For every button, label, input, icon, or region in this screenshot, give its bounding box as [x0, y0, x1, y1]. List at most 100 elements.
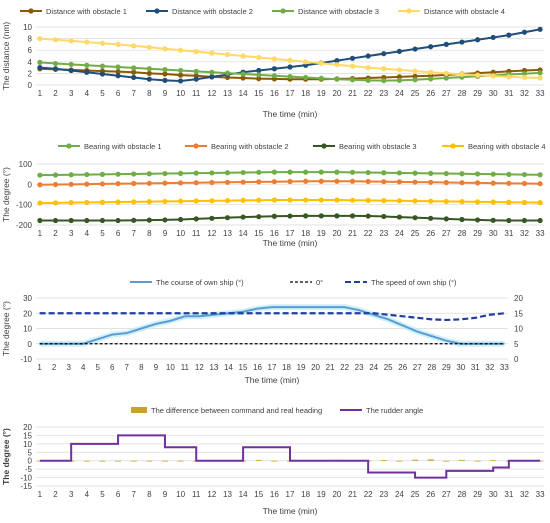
data-point: [334, 62, 340, 68]
x-tick-label: 8: [139, 363, 144, 372]
x-tick-label: 2: [53, 229, 58, 238]
data-point: [396, 198, 403, 204]
difference-bar: [130, 460, 137, 462]
legend-swatch: [131, 407, 147, 413]
x-tick-label: 22: [364, 490, 373, 499]
legend-marker: [450, 143, 456, 149]
data-point: [537, 75, 543, 81]
data-point: [287, 57, 293, 63]
data-point: [506, 217, 512, 224]
data-point: [349, 63, 356, 69]
x-tick-label: 26: [426, 229, 435, 238]
x-tick-label: 29: [473, 229, 482, 238]
data-point: [365, 178, 371, 185]
x-tick-label: 5: [100, 89, 105, 98]
data-point: [381, 213, 387, 220]
x-tick-label: 12: [207, 89, 216, 98]
x-tick-label: 4: [85, 490, 90, 499]
data-point: [318, 60, 324, 66]
difference-bar: [412, 459, 419, 461]
data-point: [209, 74, 215, 80]
x-tick-label: 10: [176, 89, 185, 98]
data-point: [256, 76, 262, 82]
data-point: [193, 49, 199, 55]
legend-label: The rudder angle: [366, 406, 423, 415]
x-tick-label: 33: [500, 363, 509, 372]
data-point: [84, 199, 90, 206]
x-tick-label: 15: [254, 229, 263, 238]
data-point: [177, 72, 184, 78]
series-line-2: [39, 434, 541, 479]
data-point: [146, 199, 152, 205]
data-point: [334, 58, 340, 64]
data-point: [52, 172, 59, 178]
data-point: [162, 67, 168, 73]
x-tick-label: 27: [442, 89, 451, 98]
data-point: [131, 74, 137, 81]
data-point: [490, 199, 496, 205]
data-point: [84, 217, 90, 224]
x-tick-label: 1: [38, 229, 43, 238]
data-point: [115, 73, 121, 79]
data-point: [271, 169, 277, 175]
data-point: [521, 74, 528, 81]
data-point: [412, 170, 418, 176]
y-tick-label: 0: [28, 81, 33, 90]
data-point: [490, 180, 496, 186]
data-point: [349, 197, 356, 203]
x-tick-label: 21: [326, 363, 335, 372]
data-point: [52, 181, 59, 188]
data-point: [459, 199, 465, 205]
data-point: [428, 179, 434, 185]
data-point: [68, 200, 74, 206]
legend-label: Distance with obstacle 1: [46, 7, 127, 16]
data-point: [115, 181, 121, 187]
data-point: [37, 172, 43, 178]
x-tick-label: 29: [442, 363, 451, 372]
legend-label: The difference between command and real …: [151, 406, 322, 415]
data-point: [193, 198, 199, 204]
data-point: [381, 51, 387, 57]
data-point: [99, 63, 106, 69]
data-point: [84, 62, 90, 68]
data-point: [303, 178, 309, 184]
x-tick-label: 29: [473, 490, 482, 499]
x-tick-label: 2: [52, 363, 57, 372]
data-point: [99, 199, 106, 205]
x-tick-label: 28: [457, 89, 466, 98]
data-point: [506, 32, 512, 38]
data-point: [84, 181, 90, 187]
x-tick-label: 9: [154, 363, 159, 372]
legend-marker: [321, 143, 327, 149]
x-tick-label: 5: [95, 363, 100, 372]
x-tick-label: 21: [348, 490, 357, 499]
data-point: [37, 65, 43, 71]
data-point: [162, 77, 168, 83]
y-tick-label: -5: [25, 465, 33, 474]
data-point: [162, 217, 168, 223]
data-point: [365, 77, 371, 83]
data-point: [506, 171, 512, 177]
x-tick-label: 9: [163, 490, 168, 499]
data-point: [490, 217, 496, 223]
legend-label: The course of own ship (°): [156, 278, 244, 287]
x-tick-label: 11: [192, 490, 201, 499]
data-point: [146, 66, 152, 72]
y-tick-label: 2: [28, 69, 33, 78]
x-tick-label: 12: [195, 363, 204, 372]
data-point: [537, 217, 543, 224]
x-tick-label: 2: [53, 490, 58, 499]
legend-marker: [28, 8, 34, 14]
data-point: [193, 180, 199, 186]
data-point: [209, 170, 215, 176]
data-point: [224, 70, 231, 76]
data-point: [474, 37, 481, 43]
data-point: [396, 67, 403, 73]
y2-tick-label: 20: [514, 294, 523, 303]
data-point: [443, 41, 449, 48]
data-point: [256, 197, 262, 203]
x-tick-label: 25: [384, 363, 393, 372]
y-tick-label: 20: [23, 423, 32, 432]
y-tick-label: 100: [19, 160, 33, 169]
